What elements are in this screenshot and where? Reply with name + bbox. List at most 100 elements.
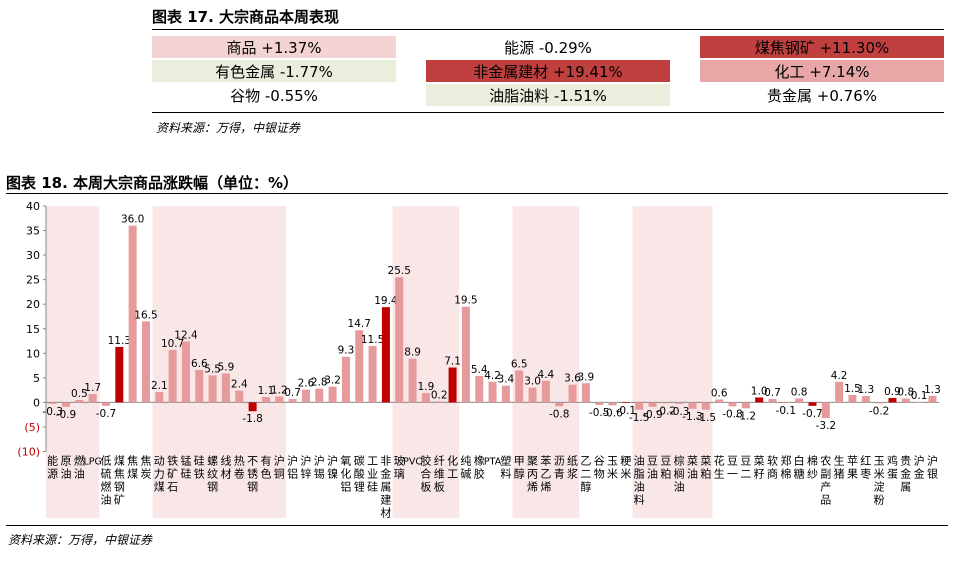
- bar-value-label: 9.3: [338, 345, 355, 357]
- bar: [915, 401, 924, 403]
- bar-value-label: 2.8: [311, 377, 328, 389]
- bar-value-label: 0.9: [884, 386, 901, 398]
- bar: [661, 402, 670, 404]
- bar: [741, 402, 750, 409]
- bar: [341, 356, 350, 403]
- bar: [48, 402, 57, 404]
- category-label: 菜粕: [700, 455, 711, 481]
- bar: [61, 402, 70, 407]
- category-label: 软商: [767, 454, 778, 481]
- table-row: 有色金属 -1.77% 非金属建材 +19.41% 化工 +7.14%: [152, 60, 944, 82]
- bar: [301, 389, 310, 403]
- bar-value-label: 19.4: [374, 295, 398, 307]
- bar-value-label: 1.7: [84, 382, 101, 394]
- bar: [208, 375, 217, 403]
- bar: [261, 396, 270, 403]
- bar-value-label: -1.8: [242, 413, 263, 425]
- bar-value-label: 6.5: [511, 358, 528, 370]
- bar: [555, 402, 564, 407]
- bar: [448, 367, 457, 403]
- category-label: 甲醇: [514, 455, 525, 481]
- y-tick-label: 30: [26, 249, 40, 262]
- category-label: 焦煤: [127, 455, 138, 481]
- bar: [315, 388, 324, 403]
- table-row: 商品 +1.37% 能源 -0.29% 煤焦钢矿 +11.30%: [152, 36, 944, 58]
- bar-value-label: 0.8: [897, 386, 914, 398]
- bar-value-label: 0.2: [431, 389, 448, 401]
- bar-value-label: -0.1: [616, 405, 637, 417]
- bar-value-label: 1.2: [271, 385, 288, 397]
- performance-cell: 有色金属 -1.77%: [152, 60, 396, 82]
- category-label: 苹果: [847, 454, 858, 481]
- bar-value-label: 3.2: [324, 375, 341, 387]
- y-tick-label: 10: [26, 347, 40, 360]
- category-label: 氧化铝: [340, 454, 351, 494]
- bar-value-label: -1.5: [696, 412, 717, 424]
- category-label: 焦炭: [140, 455, 151, 481]
- bar: [728, 402, 737, 407]
- bar: [595, 402, 604, 405]
- figure-17-source: 资料来源：万得，中银证券: [156, 121, 301, 135]
- category-label: 煤焦钢矿: [114, 455, 125, 507]
- figure-17-title: 图表 17. 大宗商品本周表现: [152, 8, 340, 26]
- bar: [515, 370, 524, 403]
- bar: [795, 398, 804, 403]
- bar: [675, 402, 684, 404]
- category-label: 豆一: [727, 455, 738, 481]
- table-row: 谷物 -0.55% 油脂油料 -1.51% 贵金属 +0.76%: [152, 84, 944, 106]
- bar-value-label: 11.3: [108, 335, 131, 347]
- category-label: 沪铝: [287, 454, 298, 481]
- category-label: 聚丙烯: [527, 455, 538, 494]
- y-tick-label: 15: [26, 323, 40, 336]
- bar: [221, 373, 230, 403]
- bar: [141, 321, 150, 403]
- category-label: 生猪: [834, 454, 845, 481]
- performance-cell: 油脂油料 -1.51%: [426, 84, 670, 106]
- category-label: 原油: [60, 455, 71, 481]
- category-label: 玻璃: [394, 455, 405, 481]
- bar: [888, 397, 897, 403]
- commodity-weekly-performance-table: 商品 +1.37% 能源 -0.29% 煤焦钢矿 +11.30% 有色金属 -1.77…: [152, 36, 944, 108]
- bar-value-label: 3.9: [578, 371, 595, 383]
- bar: [875, 402, 884, 404]
- category-label: 动力煤: [154, 455, 165, 494]
- bar: [101, 402, 110, 406]
- y-tick-label: (10): [17, 446, 40, 459]
- bar: [568, 384, 577, 403]
- bar-value-label: 1.0: [751, 385, 768, 397]
- bar: [288, 398, 297, 403]
- bar: [128, 225, 137, 403]
- bar-value-label: -0.6: [602, 407, 623, 419]
- bar: [861, 396, 870, 403]
- category-label: PVC: [403, 457, 422, 468]
- category-label: 锰硅: [180, 454, 191, 481]
- bar-value-label: -0.2: [869, 405, 890, 417]
- bar: [901, 398, 910, 403]
- category-label: 纤维板: [434, 455, 445, 494]
- bar-value-label: 2.4: [231, 379, 248, 391]
- bar: [381, 307, 390, 403]
- category-label: 纸浆: [567, 455, 578, 481]
- bar-value-label: 4.4: [538, 369, 555, 381]
- bar-value-label: 4.2: [831, 370, 848, 382]
- category-label: 苯乙烯: [540, 454, 551, 494]
- category-label: 郑棉: [780, 454, 791, 481]
- bar: [235, 390, 244, 403]
- bar: [648, 402, 657, 407]
- bar: [768, 398, 777, 403]
- category-label: 有色: [260, 454, 271, 481]
- category-label: 热卷: [234, 455, 245, 481]
- bar: [368, 345, 377, 403]
- category-label: 胶合板: [420, 454, 431, 494]
- y-tick-label: 0: [33, 396, 40, 409]
- category-label: 农副产品: [820, 454, 831, 507]
- category-label: 化工: [447, 454, 458, 481]
- bar-value-label: -0.3: [669, 406, 690, 418]
- category-label: 不锈钢: [247, 455, 258, 494]
- bar-value-label: 0.8: [791, 386, 808, 398]
- figure-17-bottom-rule: [152, 112, 944, 113]
- category-label: 沪镍: [327, 454, 338, 481]
- category-label: 棕榈油: [674, 454, 685, 494]
- bar: [581, 383, 590, 403]
- performance-cell: 非金属建材 +19.41%: [426, 60, 670, 82]
